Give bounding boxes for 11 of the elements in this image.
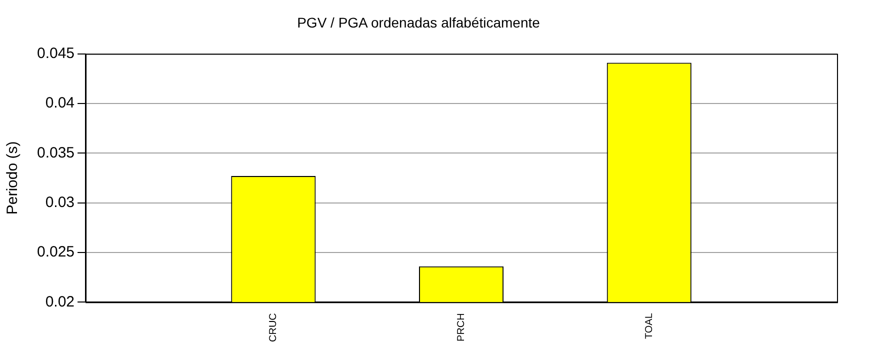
y-tick-label: 0.02	[45, 293, 75, 310]
x-tick-label: CRUC	[268, 313, 280, 342]
y-axis-title: Periodo (s)	[4, 141, 22, 215]
y-tick-label: 0.03	[45, 194, 75, 211]
y-tick-label: 0.025	[36, 244, 75, 261]
y-tick-label: 0.035	[36, 144, 75, 162]
y-tick-label: 0.04	[45, 94, 75, 112]
chart-title: PGV / PGA ordenadas alfabéticamente	[297, 14, 540, 30]
y-tick-label: 0.045	[36, 44, 75, 62]
x-tick-label: PRCH	[456, 313, 468, 342]
x-tick-label: TOAL	[644, 312, 655, 340]
